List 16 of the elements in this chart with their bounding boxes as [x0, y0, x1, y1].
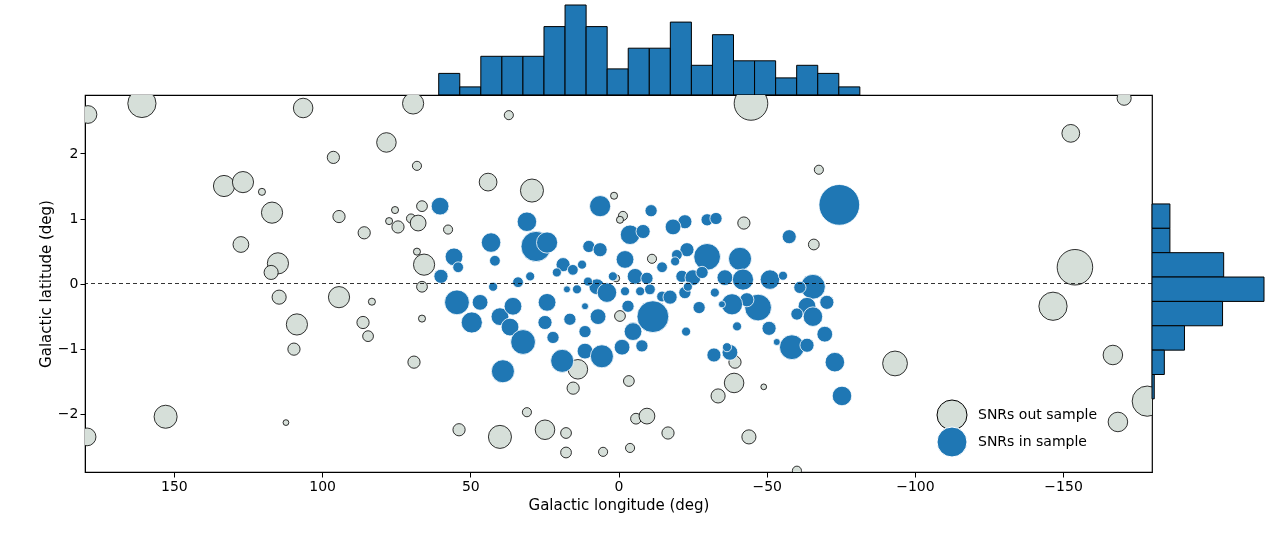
legend-label: SNRs out sample: [978, 406, 1098, 422]
x-tick-label: 0: [614, 477, 624, 494]
x-tick-label: −100: [896, 477, 935, 494]
x-tick-label: −50: [752, 477, 782, 494]
x-tick-label: −150: [1044, 477, 1083, 494]
y-axis-title: Galactic latitude (deg): [36, 200, 55, 368]
x-axis-title: Galactic longitude (deg): [528, 495, 710, 514]
y-tick-label: 1: [69, 210, 79, 226]
y-tick-label: 2: [69, 145, 79, 161]
y-tick-label: 0: [69, 275, 79, 291]
x-tick-label: 150: [161, 477, 188, 494]
x-tick-label: 50: [461, 477, 480, 494]
y-tick-label: −1: [57, 340, 79, 356]
x-tick-label: 100: [309, 477, 336, 494]
legend-label: SNRs in sample: [978, 433, 1087, 449]
y-tick-label: −2: [57, 405, 79, 421]
